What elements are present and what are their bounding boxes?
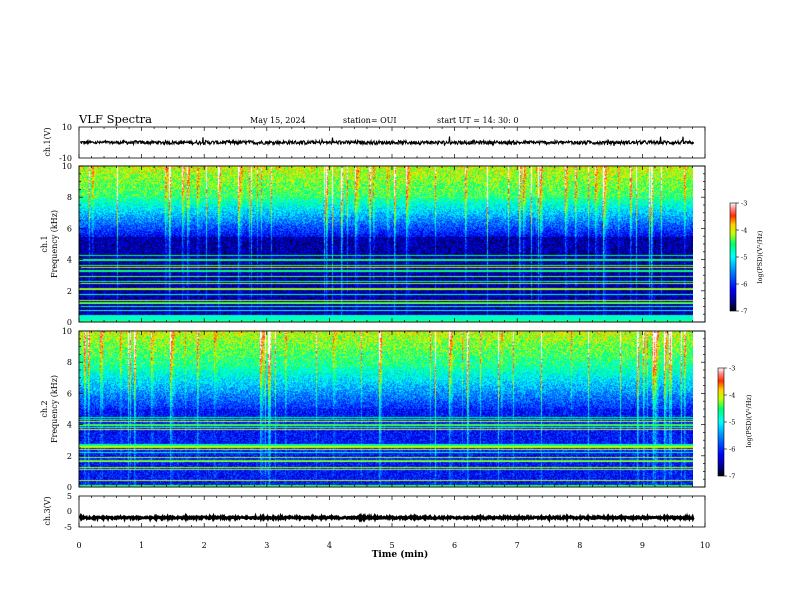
ch1-spectrogram-y-ticks: 0 2 4 6 8 10 [62,162,705,327]
ch2-colorbar-ticks: -3 -4 -5 -6 -7 [724,365,735,481]
time-tick-label: 10 [700,541,710,550]
ch2-spectrogram-heatmap [79,331,693,487]
time-tick-label: 8 [577,541,582,550]
ch1-colorbar: -3 -4 -5 -6 -7 log(PSD)(V²/Hz) [729,200,764,316]
freq-tick-label: 10 [62,162,72,171]
figure-title: VLF Spectra [78,112,152,126]
colorbar-tick-label: -5 [741,254,747,262]
ch2-spectrogram-y-ticks: 0 2 4 6 8 10 [62,327,705,492]
ch2-colorbar-label: log(PSD)(V²/Hz) [745,394,753,447]
ch1-colorbar-ticks: -3 -4 -5 -6 -7 [736,200,747,316]
ch1-spectrogram-channel-label: ch.1 [40,235,49,252]
recording-date: May 15, 2024 [250,116,306,125]
freq-tick-label: 4 [67,421,72,430]
colorbar-tick-label: -4 [741,227,747,235]
ch2-spectrogram-x-ticks [78,331,706,487]
ch1-colorbar-label: log(PSD)(V²/Hz) [756,230,764,283]
ch3-waveform-trace [78,512,695,524]
time-tick-label: 2 [202,541,207,550]
ch1-y-tick-bottom: -10 [59,154,72,163]
ch1-waveform-panel: 10 -10 ch.1(V) [43,123,706,163]
ch3-y-tick-bottom: -5 [64,523,72,532]
ch3-y-tick-top: 5 [67,492,72,501]
ch3-waveform-frame [78,495,706,528]
time-tick-label: 7 [515,541,520,550]
colorbar-tick-label: -4 [729,392,735,400]
ch1-spectrogram-heatmap [79,166,693,322]
freq-tick-label: 2 [67,287,72,296]
freq-tick-label: 0 [67,318,72,327]
time-axis-label: Time (min) [372,549,429,560]
ch3-waveform-ylabel: ch.3(V) [43,496,52,525]
colorbar-tick-label: -6 [729,446,735,454]
station-label: station= OUI [343,116,397,125]
freq-tick-label: 10 [62,327,72,336]
ch3-waveform-x-ticks [78,496,706,527]
time-tick-label: 6 [452,541,457,550]
time-tick-label: 1 [139,541,144,550]
ch3-y-tick-mid: 0 [67,507,72,516]
freq-tick-label: 6 [67,224,72,233]
colorbar-tick-label: -7 [741,308,747,316]
ch1-waveform-trace [79,136,695,147]
start-time-label: start UT = 14: 30: 0 [437,116,518,125]
ch1-y-tick-top: 10 [62,123,72,132]
ch1-waveform-x-ticks [78,127,706,158]
freq-tick-label: 0 [67,483,72,492]
ch3-waveform-panel: 5 0 -5 ch.3(V) [43,492,706,532]
ch2-spectrogram-ylabel: Frequency (kHz) [50,375,59,443]
time-tick-label: 3 [264,541,269,550]
ch1-spectrogram-x-ticks [78,166,706,322]
colorbar-tick-label: -5 [729,419,735,427]
time-tick-label: 9 [640,541,645,550]
time-tick-label: 0 [76,541,81,550]
ch2-spectrogram-channel-label: ch.2 [40,400,49,417]
freq-tick-label: 2 [67,452,72,461]
colorbar-tick-label: -3 [729,365,735,373]
ch2-colorbar: -3 -4 -5 -6 -7 log(PSD)(V²/Hz) [717,365,753,481]
ch1-colorbar-gradient [729,202,737,312]
freq-tick-label: 8 [67,193,72,202]
colorbar-tick-label: -3 [741,200,747,208]
time-axis-tick-labels: 0 1 2 3 4 5 6 7 8 9 10 [76,541,710,550]
freq-tick-label: 4 [67,256,72,265]
time-tick-label: 5 [389,541,394,550]
colorbar-tick-label: -7 [729,473,735,481]
ch2-spectrogram-panel: 0 2 4 6 8 10 ch.2 Frequency (kHz) [40,327,706,492]
ch1-spectrogram-ylabel: Frequency (kHz) [50,210,59,278]
colorbar-tick-label: -6 [741,281,747,289]
freq-tick-label: 8 [67,358,72,367]
ch1-waveform-ylabel: ch.1(V) [43,127,52,156]
ch2-colorbar-gradient [717,367,725,477]
ch1-spectrogram-panel: 0 2 4 6 8 10 ch.1 Frequency (kHz) [40,162,706,327]
freq-tick-label: 6 [67,389,72,398]
time-tick-label: 4 [327,541,332,550]
